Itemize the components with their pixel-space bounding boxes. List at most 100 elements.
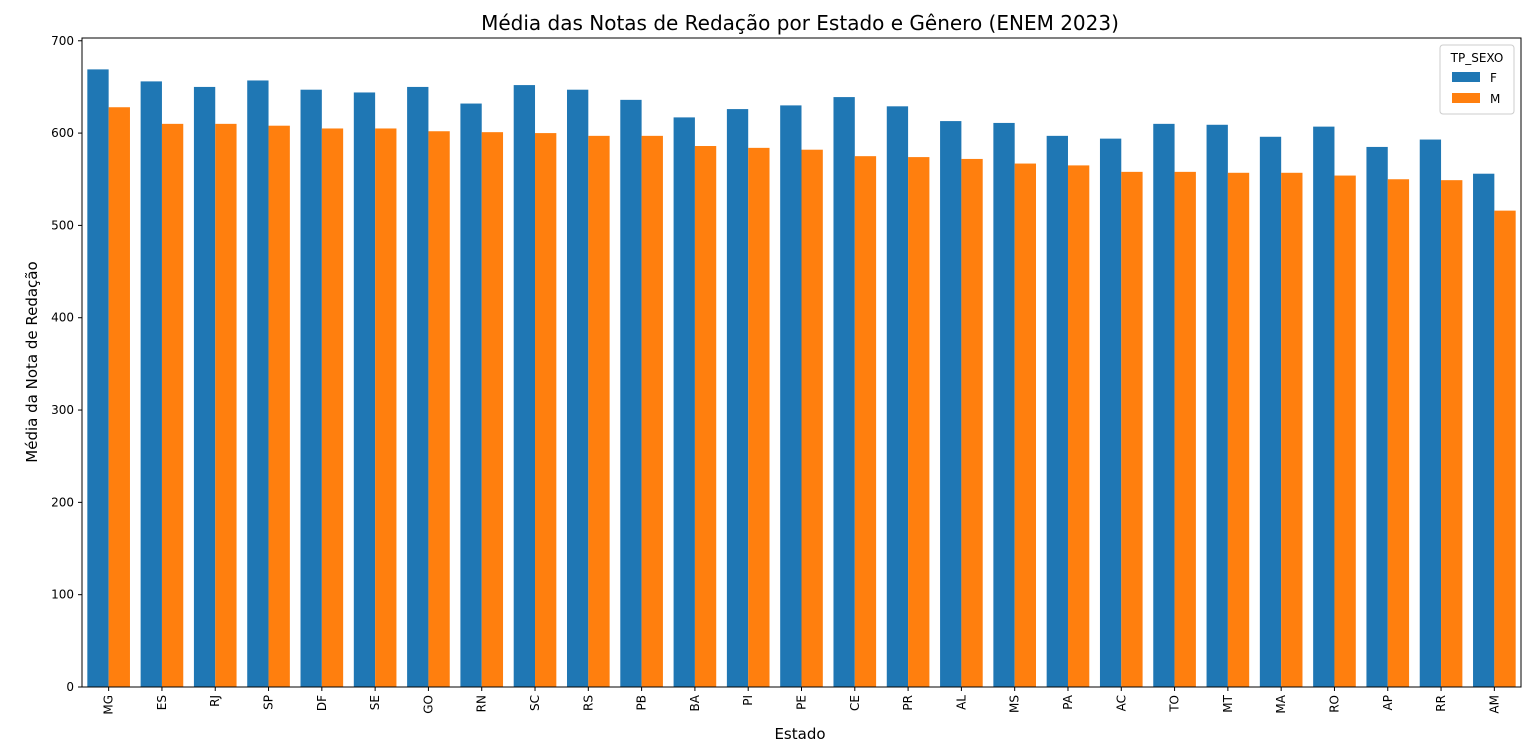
x-tick-label-SP: SP — [262, 695, 276, 710]
x-tick-label-AP: AP — [1381, 695, 1395, 710]
legend: TP_SEXO FM — [1439, 44, 1515, 115]
chart-title: Média das Notas de Redação por Estado e … — [481, 11, 1119, 35]
bar-M-AM — [1494, 210, 1516, 687]
x-tick-label-TO: TO — [1168, 695, 1182, 713]
x-tick-label-AM: AM — [1487, 695, 1501, 714]
x-tick-label-AL: AL — [954, 695, 968, 710]
legend-label-F: F — [1490, 71, 1497, 85]
bar-M-PB — [641, 135, 663, 687]
bar-F-RJ — [193, 86, 216, 687]
bar-F-PI — [726, 109, 749, 688]
legend-swatch-F — [1452, 72, 1480, 82]
bar-F-AM — [1473, 173, 1495, 688]
bar-M-PA — [1067, 165, 1090, 687]
x-tick-label-PE: PE — [795, 695, 809, 710]
y-tick-label-100: 100 — [51, 588, 74, 602]
bar-M-AC — [1121, 171, 1143, 688]
bar-F-RN — [460, 103, 482, 687]
bar-F-PE — [780, 105, 802, 688]
y-tick-label-500: 500 — [51, 218, 74, 232]
x-tick-label-MT: MT — [1221, 694, 1235, 712]
x-tick-label-ES: ES — [155, 695, 169, 710]
x-tick-label-RO: RO — [1327, 695, 1341, 713]
x-axis-label: Estado — [774, 725, 825, 743]
bar-M-RS — [588, 135, 610, 687]
bar-F-AL — [940, 121, 962, 687]
x-axis: MG ES RJ SP DF SE GO RN SC RS PB BA PI PE CE PR AL MS PA AC… — [102, 687, 1501, 715]
x-tick-label-MA: MA — [1274, 694, 1288, 713]
bar-F-SE — [353, 92, 376, 687]
bar-M-SE — [375, 128, 397, 687]
bar-M-MS — [1014, 163, 1037, 687]
bar-F-MA — [1259, 136, 1282, 687]
bar-M-MT — [1227, 172, 1250, 687]
y-tick-label-200: 200 — [51, 495, 74, 509]
bar-F-RS — [566, 89, 589, 688]
bars-group — [87, 69, 1516, 688]
bar-F-SC — [513, 85, 536, 687]
bar-F-PA — [1046, 135, 1068, 687]
x-tick-label-GO: GO — [421, 695, 435, 714]
x-tick-label-PR: PR — [901, 695, 915, 711]
bar-M-CE — [854, 156, 877, 687]
bar-F-SP — [247, 80, 269, 688]
bar-M-GO — [428, 131, 450, 687]
bar-M-DF — [321, 128, 344, 687]
bar-M-RO — [1334, 175, 1356, 688]
bar-M-MG — [108, 107, 130, 688]
bar-F-PB — [620, 99, 642, 687]
bar-F-TO — [1153, 123, 1175, 688]
bar-M-PI — [748, 147, 770, 687]
bar-F-AC — [1099, 138, 1122, 687]
x-tick-label-CE: CE — [848, 695, 862, 711]
y-axis-label: Média da Nota de Redação — [23, 261, 41, 462]
x-tick-label-BA: BA — [688, 694, 702, 711]
x-tick-label-MS: MS — [1008, 695, 1022, 713]
y-tick-label-300: 300 — [51, 403, 74, 417]
legend-swatch-M — [1452, 93, 1480, 103]
bar-M-SP — [268, 125, 290, 688]
bar-F-MT — [1206, 124, 1228, 687]
bar-F-GO — [407, 86, 429, 687]
x-tick-label-SE: SE — [368, 695, 382, 710]
bar-F-AP — [1366, 146, 1388, 688]
bar-M-RJ — [215, 123, 237, 688]
bar-M-RR — [1441, 180, 1463, 687]
bar-M-PE — [801, 149, 823, 687]
x-tick-label-PI: PI — [741, 695, 755, 706]
y-tick-label-700: 700 — [51, 34, 74, 48]
bar-M-TO — [1174, 171, 1196, 688]
bar-M-AL — [961, 158, 983, 688]
bar-F-RO — [1313, 126, 1335, 687]
x-tick-label-RN: RN — [475, 695, 489, 712]
legend-title: TP_SEXO — [1450, 51, 1504, 65]
x-tick-label-DF: DF — [315, 695, 329, 711]
bar-M-SC — [535, 133, 557, 687]
x-tick-label-RR: RR — [1434, 695, 1448, 712]
y-tick-label-0: 0 — [66, 680, 74, 694]
bar-F-BA — [673, 117, 695, 687]
bar-M-AP — [1387, 179, 1410, 688]
legend-label-M: M — [1490, 92, 1500, 106]
bar-M-PR — [908, 157, 930, 687]
x-tick-label-AC: AC — [1114, 695, 1128, 711]
bar-M-BA — [694, 146, 717, 687]
bar-M-MA — [1281, 172, 1303, 687]
x-tick-label-MG: MG — [102, 695, 116, 715]
x-tick-label-RS: RS — [581, 695, 595, 711]
y-tick-label-600: 600 — [51, 126, 74, 140]
bar-F-DF — [300, 89, 322, 688]
bar-F-MG — [87, 69, 109, 688]
x-tick-label-SC: SC — [528, 695, 542, 711]
y-axis: 0 100 200 300 400 500 600 700 — [51, 34, 82, 694]
bar-F-ES — [140, 81, 162, 687]
bar-F-PR — [886, 106, 909, 687]
bar-F-RR — [1419, 139, 1442, 688]
bar-M-RN — [481, 132, 504, 687]
y-tick-label-400: 400 — [51, 311, 74, 325]
x-tick-label-PA: PA — [1061, 694, 1075, 709]
bar-F-CE — [833, 97, 855, 687]
bar-F-MS — [993, 122, 1015, 687]
bar-M-ES — [161, 123, 184, 688]
